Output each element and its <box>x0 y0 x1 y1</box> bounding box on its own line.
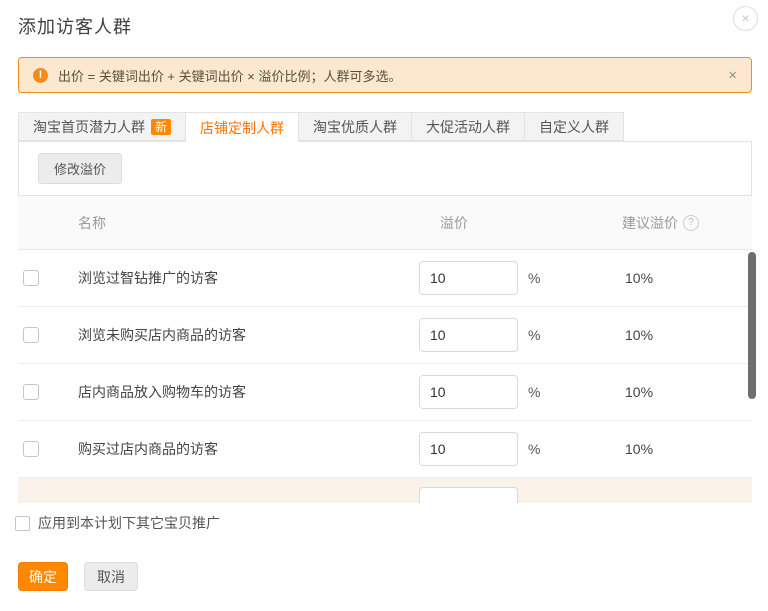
row-checkbox[interactable] <box>23 384 39 400</box>
apply-checkbox[interactable] <box>15 515 30 531</box>
new-badge: 新 <box>151 118 172 135</box>
dialog-close-button[interactable]: × <box>733 6 758 31</box>
close-icon: × <box>741 10 750 26</box>
tab-label: 大促活动人群 <box>426 118 511 135</box>
column-header-premium: 溢价 <box>440 214 468 231</box>
suggested-premium: 10% <box>625 327 654 343</box>
table-header: 名称 溢价 建议溢价 ? <box>18 196 752 250</box>
table-row: 浏览未购买店内商品的访客 % 10% <box>18 307 752 364</box>
premium-input[interactable] <box>419 261 518 295</box>
dialog-title: 添加访客人群 <box>18 17 132 37</box>
dialog-actions: 确定 取消 <box>18 562 138 591</box>
premium-input[interactable] <box>419 487 518 503</box>
alert-icon: ! <box>33 67 48 83</box>
column-header-suggested-label: 建议溢价 <box>622 214 678 231</box>
percent-sign: % <box>528 270 541 286</box>
tab-label: 淘宝首页潜力人群 <box>33 118 145 135</box>
tab-taobao-homepage-potential[interactable]: 淘宝首页潜力人群 新 <box>18 112 187 141</box>
table-row-clipped <box>18 478 752 503</box>
tab-custom-audience[interactable]: 自定义人群 <box>525 112 625 141</box>
premium-input[interactable] <box>419 432 518 466</box>
tab-label: 自定义人群 <box>539 118 610 135</box>
tab-shop-custom-audience[interactable]: 店铺定制人群 <box>186 112 300 142</box>
cancel-button[interactable]: 取消 <box>84 562 138 591</box>
table-row: 浏览过智钻推广的访客 % 10% <box>18 250 752 307</box>
suggested-premium: 10% <box>625 441 654 457</box>
percent-sign: % <box>528 327 541 343</box>
percent-sign: % <box>528 384 541 400</box>
column-header-suggested: 建议溢价 ? <box>622 213 699 233</box>
modify-premium-button[interactable]: 修改溢价 <box>38 153 123 184</box>
tab-promo-activity-audience[interactable]: 大促活动人群 <box>412 112 526 141</box>
percent-sign: % <box>528 441 541 457</box>
tab-taobao-quality-audience[interactable]: 淘宝优质人群 <box>299 112 413 141</box>
premium-input[interactable] <box>419 375 518 409</box>
column-header-name: 名称 <box>78 214 106 231</box>
help-icon[interactable]: ? <box>683 214 699 231</box>
audience-name: 浏览未购买店内商品的访客 <box>78 327 246 343</box>
notice-close-icon[interactable]: × <box>728 66 737 84</box>
notice-text: 出价 = 关键词出价 + 关键词出价 × 溢价比例；人群可多选。 <box>58 68 402 84</box>
audience-tab-bar: 淘宝首页潜力人群 新 店铺定制人群 淘宝优质人群 大促活动人群 自定义人群 <box>18 112 625 142</box>
row-checkbox[interactable] <box>23 441 39 457</box>
apply-to-plan-row: 应用到本计划下其它宝贝推广 <box>15 513 220 533</box>
table-row: 购买过店内商品的访客 % 10% <box>18 421 752 478</box>
tab-content-toolbar: 修改溢价 <box>18 141 752 196</box>
audience-name: 店内商品放入购物车的访客 <box>78 384 246 400</box>
table-row: 店内商品放入购物车的访客 % 10% <box>18 364 752 421</box>
suggested-premium: 10% <box>625 270 654 286</box>
audience-name: 购买过店内商品的访客 <box>78 441 218 457</box>
tab-label: 店铺定制人群 <box>200 119 285 136</box>
row-checkbox[interactable] <box>23 270 39 286</box>
premium-input[interactable] <box>419 318 518 352</box>
tab-label: 淘宝优质人群 <box>313 118 398 135</box>
bid-formula-notice: ! 出价 = 关键词出价 + 关键词出价 × 溢价比例；人群可多选。 × <box>18 57 752 93</box>
audience-table-body: 浏览过智钻推广的访客 % 10% 浏览未购买店内商品的访客 % 10% 店内商品… <box>18 250 752 503</box>
confirm-button[interactable]: 确定 <box>18 562 68 591</box>
apply-label: 应用到本计划下其它宝贝推广 <box>38 515 220 531</box>
suggested-premium: 10% <box>625 384 654 400</box>
row-checkbox[interactable] <box>23 327 39 343</box>
audience-name: 浏览过智钻推广的访客 <box>78 270 218 286</box>
scrollbar-thumb[interactable] <box>748 252 756 399</box>
